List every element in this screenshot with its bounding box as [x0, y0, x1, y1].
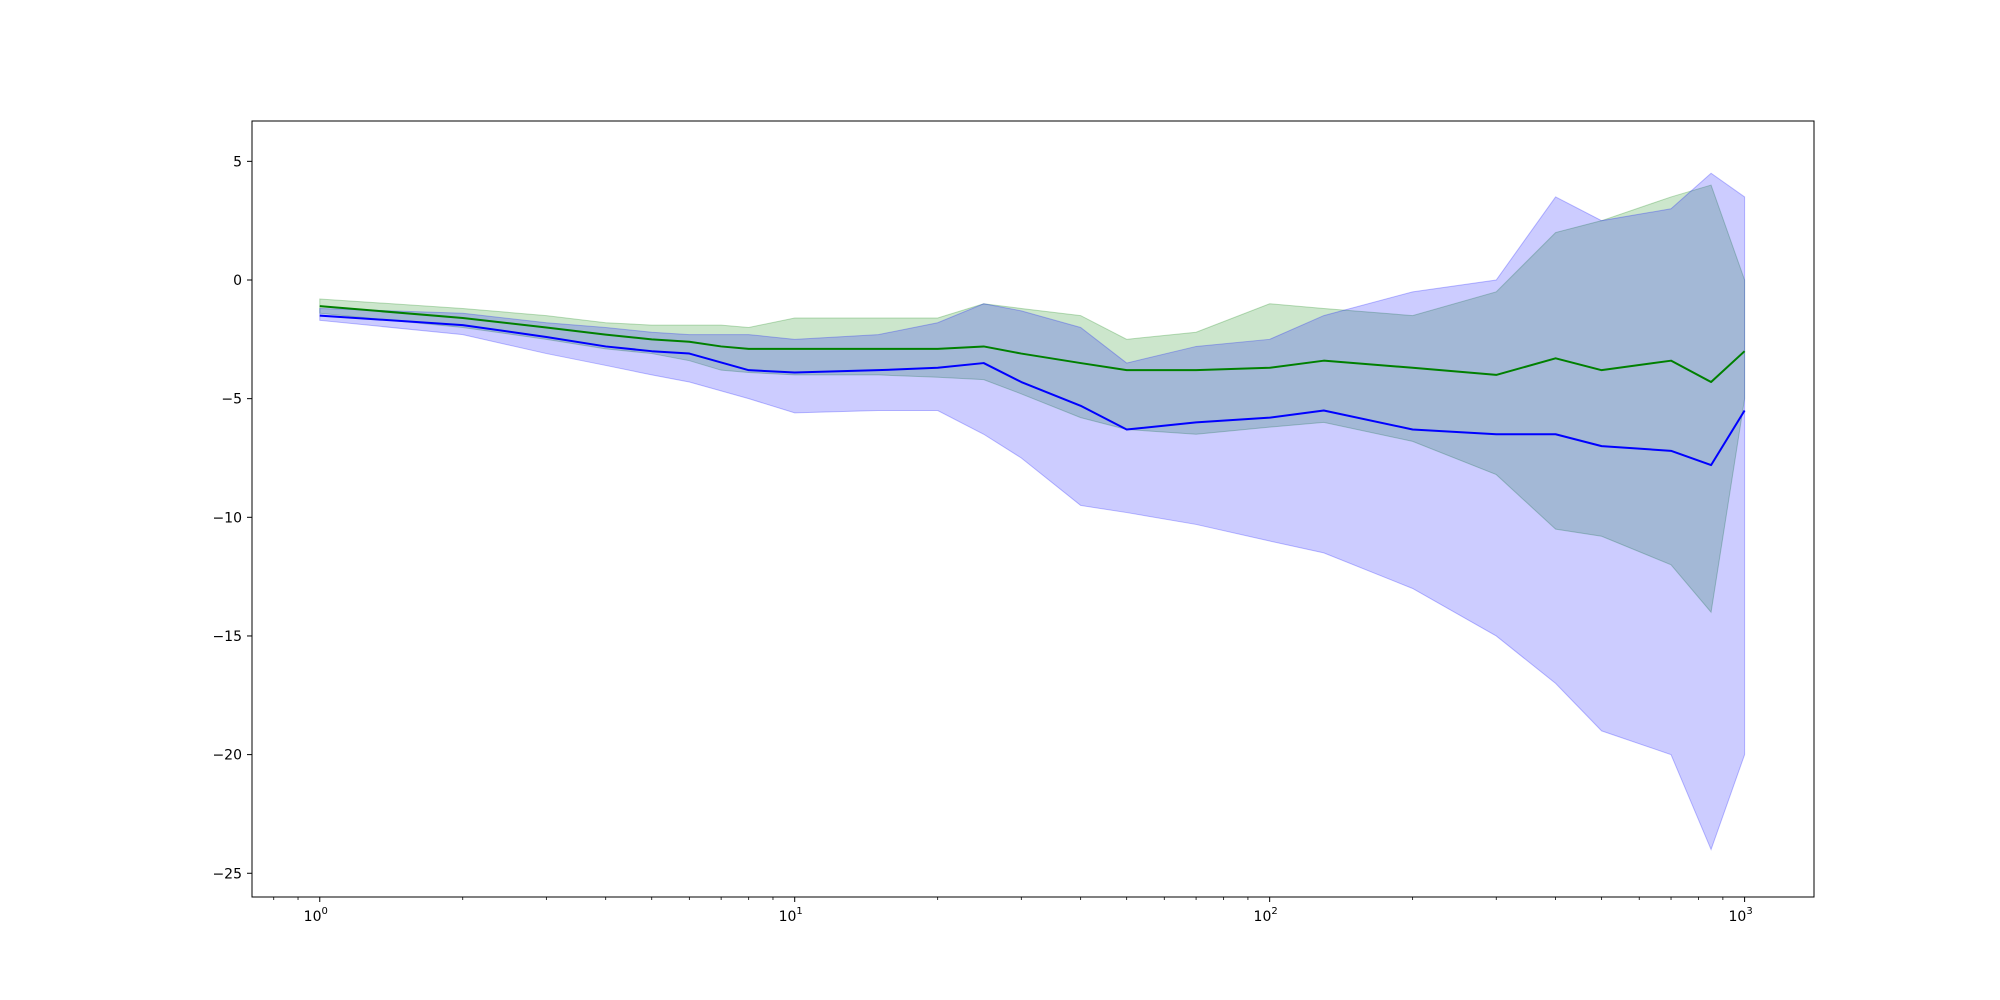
series-lines — [319, 305, 1746, 467]
series-0-band — [319, 184, 1746, 614]
y-tick-label: 5 — [233, 154, 242, 170]
series-1-band — [319, 172, 1746, 851]
x-axis: 100 101 102 103 — [273, 897, 1753, 925]
series-0-line — [319, 305, 1746, 384]
plot-frame — [251, 120, 1815, 898]
y-tick-label: −10 — [212, 510, 242, 526]
y-tick-label: −15 — [212, 629, 242, 645]
confidence-bands — [319, 172, 1746, 851]
x-tick-label: 100 — [304, 906, 328, 925]
series-1-line — [319, 314, 1746, 467]
y-tick-label: −5 — [221, 392, 242, 408]
x-tick-label: 103 — [1728, 906, 1752, 925]
y-axis: 5 0 −5 −10 −15 −20 −25 — [212, 154, 252, 882]
y-tick-label: −25 — [212, 866, 242, 882]
y-tick-label: −20 — [212, 748, 242, 764]
y-tick-label: 0 — [233, 273, 242, 289]
x-tick-label: 101 — [779, 906, 803, 925]
x-tick-label: 102 — [1254, 906, 1278, 925]
